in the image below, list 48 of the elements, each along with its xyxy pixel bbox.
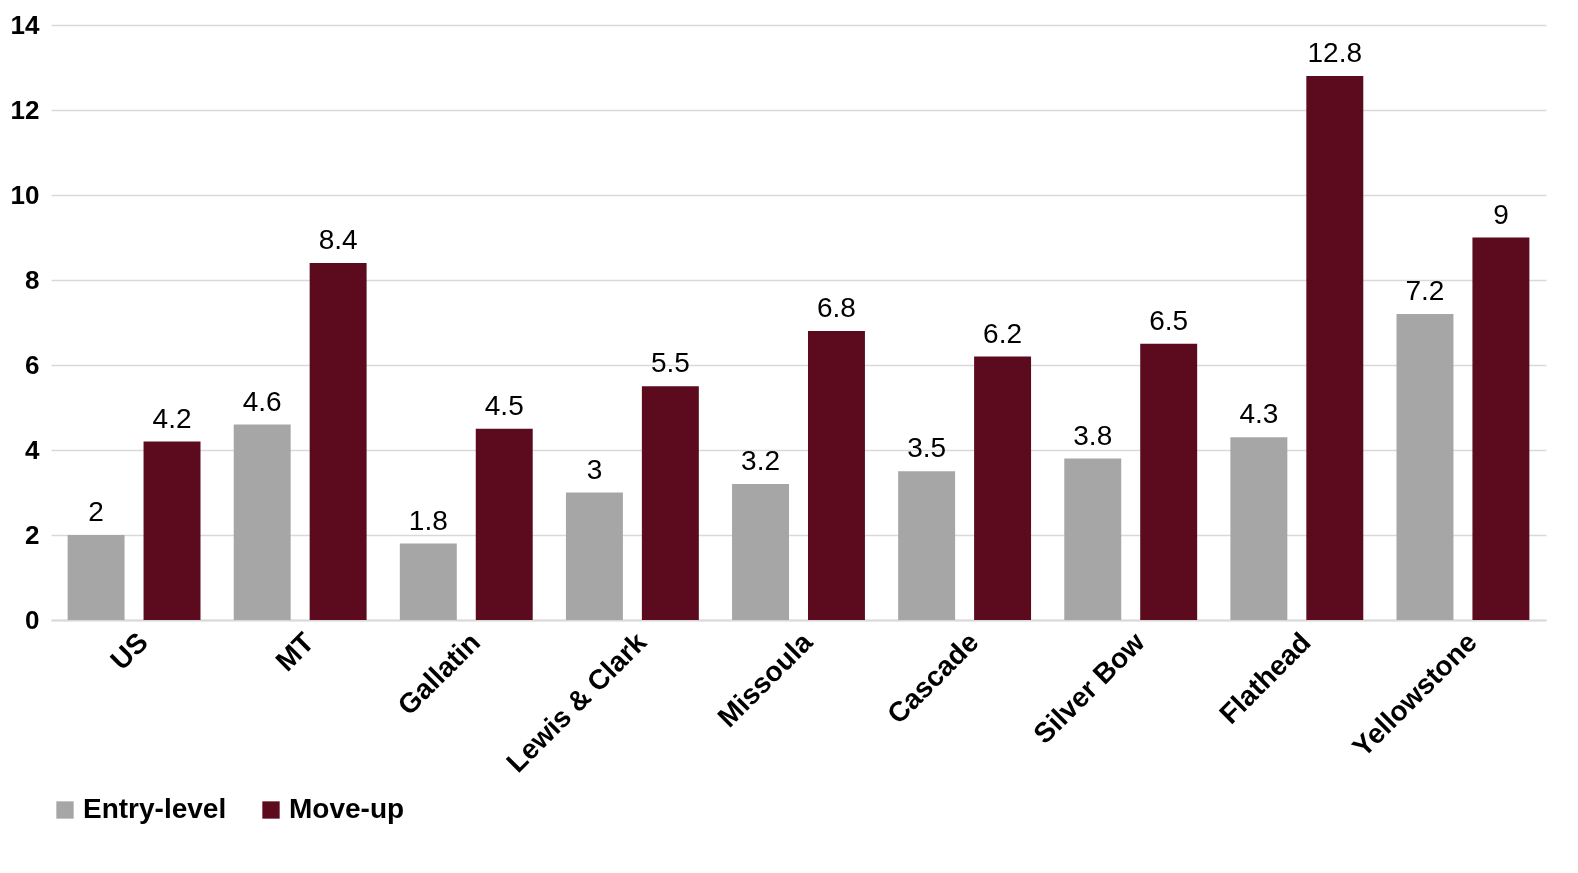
y-tick-label: 12: [10, 94, 40, 125]
data-label: 4.3: [1239, 398, 1279, 430]
data-label: 7.2: [1405, 275, 1445, 306]
bar: [67, 535, 125, 620]
y-tick-label: 6: [25, 349, 40, 380]
bar: [1140, 343, 1198, 620]
data-label: 6.2: [983, 317, 1023, 349]
data-label: 5.5: [650, 347, 690, 379]
bar: [233, 424, 291, 620]
bar: [974, 356, 1032, 620]
bar: [1396, 314, 1454, 620]
data-label: 12.8: [1307, 37, 1363, 68]
legend-label: Entry-level: [83, 793, 227, 824]
bar: [1230, 437, 1288, 620]
data-label: 6.8: [817, 292, 856, 323]
data-label: 3.2: [741, 445, 780, 476]
y-tick-label: 10: [10, 179, 40, 210]
data-label: 4.5: [484, 389, 524, 421]
y-tick-label: 2: [25, 519, 40, 550]
y-tick-label: 0: [25, 604, 40, 635]
data-label: 8.4: [318, 224, 358, 255]
bar: [1472, 237, 1530, 620]
data-label: 4.6: [242, 385, 282, 417]
bar: [1306, 76, 1364, 620]
x-tick-label: US: [104, 626, 154, 676]
data-label: 6.5: [1149, 304, 1189, 336]
data-label: 3.5: [907, 432, 947, 464]
bar: [732, 484, 790, 620]
bar: [1064, 458, 1122, 620]
bar: [565, 492, 623, 620]
bar: [309, 263, 367, 620]
y-tick-label: 8: [25, 264, 40, 295]
data-label: 9: [1493, 198, 1509, 230]
data-label: 3: [586, 453, 603, 485]
y-tick-label: 4: [25, 434, 41, 465]
bar: [399, 543, 457, 620]
bar: [898, 471, 956, 620]
data-label: 3.8: [1073, 419, 1113, 451]
data-label: 4.2: [152, 402, 192, 434]
data-label: 2: [88, 496, 104, 527]
bar: [475, 428, 533, 620]
legend-label: Move-up: [289, 793, 405, 824]
bar: [641, 386, 699, 620]
bar: [143, 441, 201, 620]
data-label: 1.8: [408, 504, 448, 536]
x-tick-label: MT: [269, 626, 320, 677]
bar: [807, 331, 865, 620]
y-tick-label: 14: [10, 9, 41, 40]
